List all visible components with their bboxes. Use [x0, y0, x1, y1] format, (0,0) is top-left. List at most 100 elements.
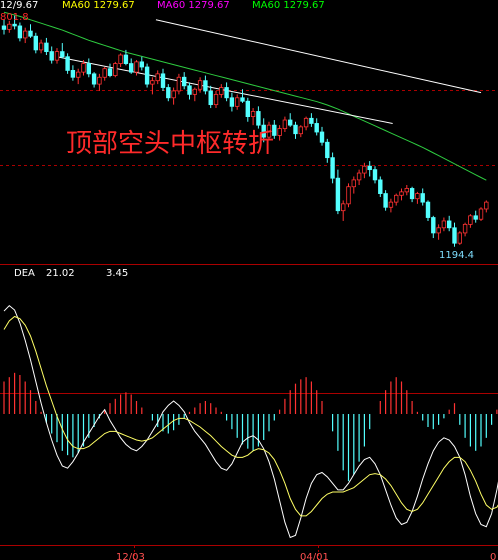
candle-body	[330, 157, 335, 179]
candle-body	[1, 25, 7, 30]
candle-body	[17, 25, 23, 39]
candle-body	[378, 179, 383, 194]
legend-item-2: MA60 1279.67	[62, 0, 135, 11]
candle-body	[213, 93, 219, 106]
candle-body	[70, 70, 76, 78]
trend-lines-layer	[56, 19, 482, 124]
candle-body	[484, 201, 489, 210]
candle-body	[12, 23, 17, 27]
candle-body	[171, 90, 176, 99]
candle-body	[134, 61, 139, 73]
x-tick-label-2: 04/01	[300, 552, 329, 560]
candles-layer	[1, 15, 489, 247]
legend-item-4: MA60 1279.67	[252, 0, 325, 11]
candle-body	[436, 227, 441, 234]
candle-body	[298, 126, 303, 135]
candle-body	[452, 227, 457, 244]
candle-body	[219, 87, 224, 95]
macd-lines-layer	[3, 304, 498, 539]
candle-body	[86, 63, 91, 75]
ma60-line	[3, 11, 487, 181]
candle-body	[478, 208, 484, 220]
candle-body	[187, 85, 192, 95]
candle-body	[107, 68, 113, 76]
candle-body	[97, 76, 102, 85]
candle-body	[340, 203, 346, 212]
candle-body	[91, 73, 97, 85]
candle-body	[203, 80, 208, 92]
candle-body	[335, 177, 341, 212]
candle-body	[176, 76, 182, 92]
candle-body	[309, 117, 314, 124]
candle-body	[393, 194, 399, 203]
candle-body	[60, 51, 65, 58]
candle-body	[229, 97, 235, 107]
candle-body	[473, 215, 478, 220]
candle-body	[234, 97, 240, 107]
candle-body	[388, 201, 394, 208]
candle-body	[139, 61, 144, 68]
candle-body	[144, 66, 150, 85]
candle-body	[287, 119, 293, 126]
candle-body	[123, 54, 129, 64]
candle-body	[446, 220, 452, 229]
dea-label: DEA	[14, 268, 35, 279]
candle-body	[356, 172, 362, 181]
candle-body	[22, 30, 28, 39]
candle-body	[409, 188, 415, 200]
candle-body	[314, 123, 319, 133]
candle-body	[76, 71, 81, 78]
candle-body	[346, 186, 351, 205]
candle-body	[319, 131, 325, 143]
candle-body	[272, 124, 277, 136]
candle-body	[367, 165, 372, 171]
candle-body	[81, 63, 86, 73]
candle-body	[38, 42, 44, 51]
candle-body	[256, 111, 261, 126]
upper-channel-line	[155, 19, 482, 94]
x-tick-label-3: 0	[490, 552, 496, 560]
candle-body	[415, 193, 420, 200]
dea-value: 21.02	[46, 268, 75, 279]
candle-body	[102, 68, 107, 78]
candle-body	[277, 128, 282, 136]
candle-body	[181, 76, 187, 87]
low-price-label: 1194.4	[439, 250, 474, 261]
candle-body	[245, 100, 250, 118]
candle-body	[44, 42, 49, 53]
candle-body	[420, 193, 425, 203]
macd-second-value: 3.45	[106, 268, 128, 279]
candle-body	[399, 191, 404, 196]
candle-body	[462, 223, 468, 234]
candle-body	[49, 51, 54, 61]
candle-body	[372, 169, 378, 181]
candle-body	[282, 119, 288, 129]
candle-body	[468, 215, 473, 225]
candle-body	[293, 124, 298, 135]
chart-annotation: 顶部空头中枢转折	[66, 129, 274, 159]
price-tag: 801.8	[0, 12, 29, 23]
candle-body	[166, 87, 171, 99]
candle-body	[7, 23, 12, 30]
candle-body	[425, 201, 431, 218]
legend-item-3: MA60 1279.67	[157, 0, 230, 11]
candle-body	[431, 217, 436, 234]
candle-body	[240, 97, 245, 102]
candle-body	[54, 51, 60, 61]
candle-body	[160, 73, 166, 88]
candle-body	[457, 232, 462, 244]
candle-body	[150, 80, 155, 85]
candle-body	[33, 35, 38, 51]
dif-line	[3, 304, 498, 539]
candle-body	[65, 56, 70, 71]
candle-body	[266, 124, 272, 138]
candle-body	[303, 117, 309, 128]
candle-body	[113, 63, 118, 76]
macd-histogram-layer	[3, 372, 498, 482]
candle-body	[224, 87, 229, 99]
x-tick-label-1: 12/03	[116, 552, 145, 560]
candle-body	[404, 188, 409, 193]
legend-item-1: 12/9.67	[0, 0, 38, 11]
candle-body	[155, 73, 160, 82]
